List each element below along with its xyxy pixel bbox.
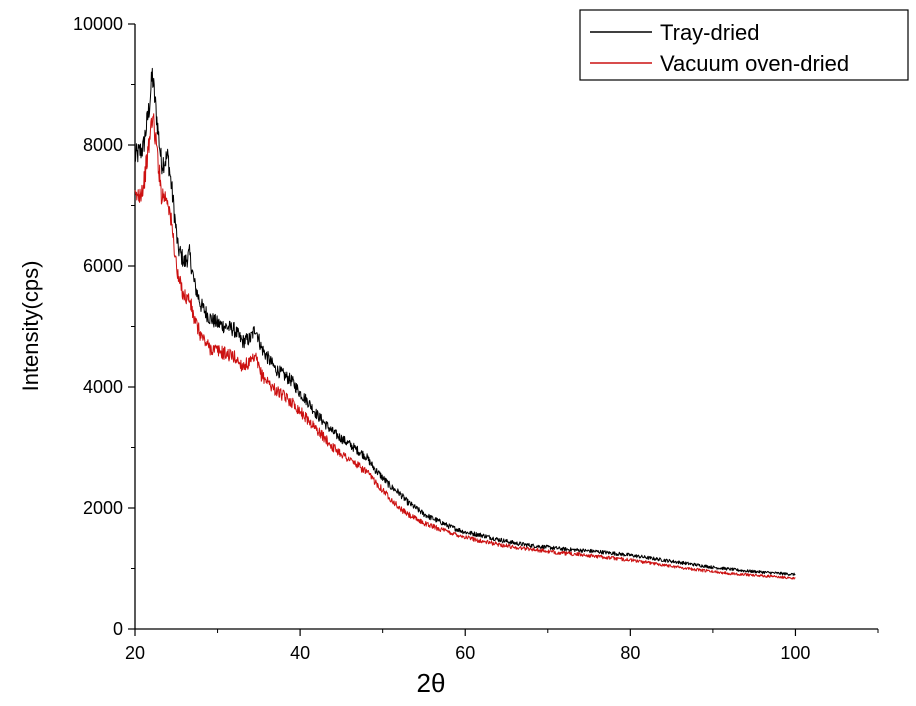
axes [134,24,878,630]
y-tick-label: 4000 [83,377,123,397]
legend: Tray-dried Vacuum oven-dried [579,9,909,81]
x-tick-label: 40 [290,643,310,663]
x-tick-label: 80 [620,643,640,663]
series-line-vacuum-oven-dried [134,113,796,580]
x-tick-label: 100 [780,643,810,663]
x-axis-label: 2θ [417,668,446,698]
series-line-tray-dried [134,67,796,576]
legend-box [579,9,909,81]
ticks-layer: 20 40 60 80 100 0 2000 4000 6000 8000 10000 [73,14,879,663]
legend-label-tray-dried: Tray-dried [660,20,759,45]
x-tick-label: 20 [125,643,145,663]
legend-label-vacuum-oven-dried: Vacuum oven-dried [660,51,849,76]
y-tick-label: 6000 [83,256,123,276]
y-tick-label: 8000 [83,135,123,155]
series-layer [134,67,796,580]
y-tick-label: 0 [113,619,123,639]
x-tick-label: 60 [455,643,475,663]
y-axis-label: Intensity(cps) [18,261,43,392]
y-tick-label: 10000 [73,14,123,34]
y-tick-label: 2000 [83,498,123,518]
